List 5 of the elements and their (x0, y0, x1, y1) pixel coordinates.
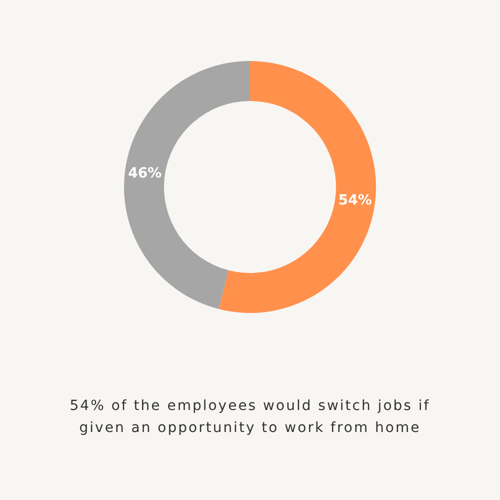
data-label: 46% (128, 166, 162, 182)
donut-slice (124, 61, 250, 310)
donut-slice (218, 61, 376, 313)
data-label: 54% (338, 192, 372, 208)
text: 54% of the employees would switch jobs if given an opportunity to work from home (70, 398, 430, 436)
